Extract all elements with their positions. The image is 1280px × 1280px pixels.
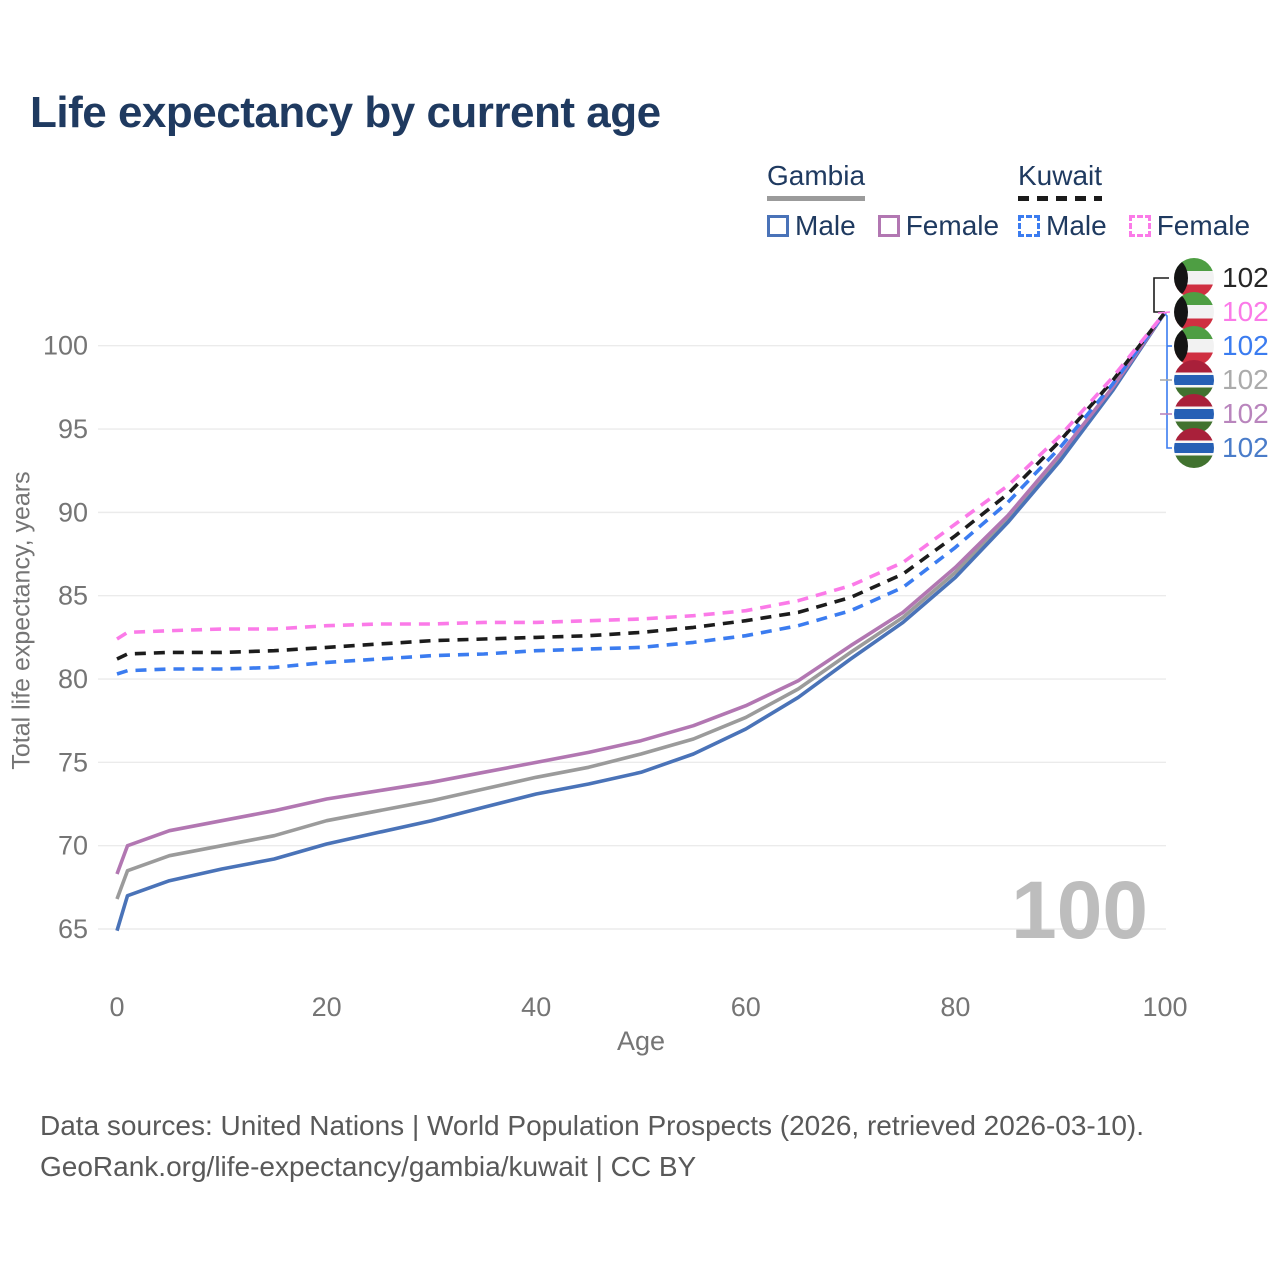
y-tick-95: 95 <box>58 414 88 444</box>
legend-item-gambia-female: Female <box>877 210 1000 242</box>
series-line-gambia-female <box>115 311 1167 875</box>
age-watermark: 100 <box>1011 865 1148 956</box>
data-sources-line1: Data sources: United Nations | World Pop… <box>40 1110 1145 1141</box>
y-tick-85: 85 <box>58 581 88 611</box>
leader-gambia-male <box>1164 313 1172 449</box>
series-line-kuwait <box>116 311 1167 661</box>
legend-item-gambia-male: Male <box>767 210 856 242</box>
legend-country-gambia-label: Gambia <box>767 160 866 191</box>
y-tick-70: 70 <box>58 831 88 861</box>
series-line-kuwait-female <box>116 311 1167 641</box>
legend-group-kuwait: Kuwait Male Female <box>1018 160 1250 242</box>
legend-items-kuwait: Male Female <box>1018 210 1250 242</box>
x-tick-100: 100 <box>1142 992 1187 1022</box>
legend-label-kuwait-male: Male <box>1046 210 1107 241</box>
kuwait-flag-icon <box>1174 326 1214 366</box>
y-tick-100: 100 <box>43 331 88 361</box>
end-label-kuwait-male: 102 <box>1174 326 1269 366</box>
page-title: Life expectancy by current age <box>30 88 661 137</box>
kuwait-male-swatch-icon <box>1018 215 1040 237</box>
legend-item-kuwait-male: Male <box>1018 210 1107 242</box>
kuwait-flag-icon <box>1174 258 1214 298</box>
y-axis-title: Total life expectancy, years <box>7 471 36 770</box>
end-label-gambia-all: 102 <box>1174 360 1269 400</box>
x-tick-20: 20 <box>312 992 342 1022</box>
x-axis-title: Age <box>616 1026 666 1056</box>
x-tick-40: 40 <box>521 992 551 1022</box>
series-line-kuwait-male <box>116 311 1167 676</box>
y-tick-65: 65 <box>58 914 88 944</box>
gambia-line-style-swatch <box>767 196 866 201</box>
data-sources: Data sources: United Nations | World Pop… <box>40 1106 1144 1187</box>
end-value-gambia-all: 102 <box>1222 364 1269 395</box>
end-label-gambia-female: 102 <box>1174 394 1269 434</box>
gambia-male-swatch-icon <box>767 215 789 237</box>
x-tick-0: 0 <box>109 992 124 1022</box>
kuwait-female-swatch-icon <box>1128 215 1151 237</box>
x-tick-80: 80 <box>940 992 970 1022</box>
legend-items-gambia: Male Female <box>767 210 999 242</box>
end-value-gambia-male: 102 <box>1222 432 1269 463</box>
end-label-gambia-male: 102 <box>1174 428 1269 468</box>
gambia-female-swatch-icon <box>877 215 900 237</box>
leader-kuwait-all <box>1153 277 1169 313</box>
end-value-kuwait-female: 102 <box>1222 296 1269 327</box>
leader-kuwait-female <box>1157 311 1171 314</box>
legend-country-gambia: Gambia <box>767 160 866 201</box>
data-sources-line2: GeoRank.org/life-expectancy/gambia/kuwai… <box>40 1150 697 1182</box>
end-value-kuwait-all: 102 <box>1222 262 1269 293</box>
legend: Gambia Male Female Kuwait <box>0 160 1280 242</box>
series-line-gambia <box>115 311 1167 900</box>
end-label-kuwait-female: 102 <box>1174 292 1269 332</box>
legend-label-kuwait-female: Female <box>1156 210 1251 241</box>
legend-label-gambia-male: Male <box>795 210 856 241</box>
kuwait-line-style-swatch <box>1018 196 1103 201</box>
legend-group-gambia: Gambia Male Female <box>767 160 999 242</box>
legend-country-kuwait-label: Kuwait <box>1018 160 1103 191</box>
y-tick-80: 80 <box>58 664 88 694</box>
legend-label-gambia-female: Female <box>905 210 1000 241</box>
gambia-flag-icon <box>1174 394 1214 434</box>
gambia-flag-icon <box>1174 360 1214 400</box>
legend-country-kuwait: Kuwait <box>1018 160 1103 201</box>
gambia-flag-icon <box>1174 428 1214 468</box>
end-label-kuwait-all: 102 <box>1174 258 1269 298</box>
kuwait-flag-icon <box>1174 292 1214 332</box>
end-value-kuwait-male: 102 <box>1222 330 1269 361</box>
end-value-gambia-female: 102 <box>1222 398 1269 429</box>
legend-item-kuwait-female: Female <box>1128 210 1251 242</box>
x-tick-60: 60 <box>731 992 761 1022</box>
y-tick-90: 90 <box>58 497 88 527</box>
series-line-gambia-male <box>115 311 1167 932</box>
y-tick-75: 75 <box>58 747 88 777</box>
